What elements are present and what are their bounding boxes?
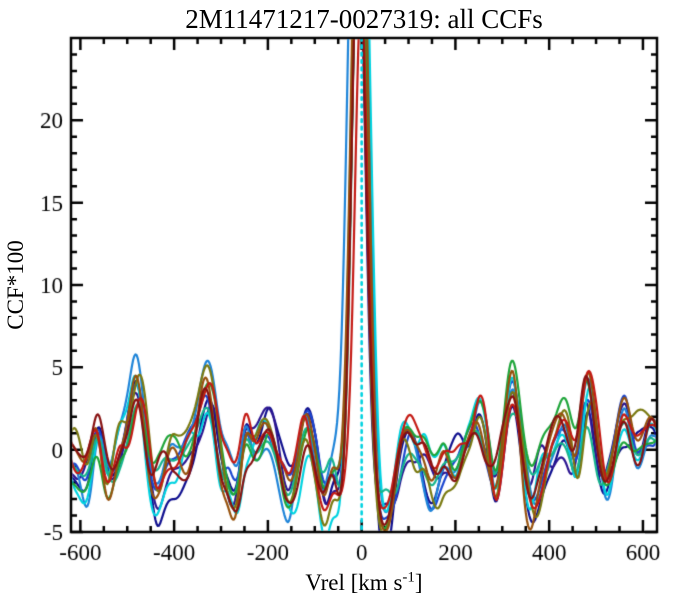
y-axis-label: CCF*100 xyxy=(3,240,28,330)
x-axis-label-superscript: -1 xyxy=(402,569,415,586)
x-axis-label-text: Vrel [km s xyxy=(305,570,403,595)
chart-title: 2M11471217-0027319: all CCFs xyxy=(185,4,543,34)
x-axis-label: Vrel [km s-1] xyxy=(71,570,657,596)
x-axis-label-close: ] xyxy=(414,570,423,595)
